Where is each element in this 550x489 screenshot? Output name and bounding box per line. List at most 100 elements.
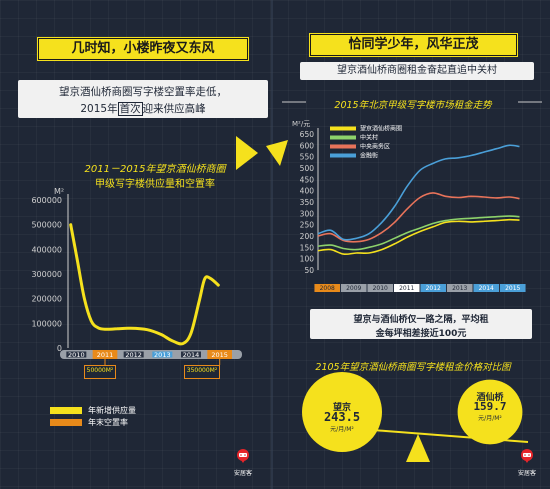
jxq-value: 159.7	[473, 400, 507, 413]
right-y-tick: 300	[300, 209, 315, 218]
right-x-chip	[394, 284, 420, 292]
right-y-tick: 500	[300, 164, 315, 173]
right-y-tick: 50	[304, 266, 314, 275]
rent-legend-swatch	[330, 144, 356, 149]
right-x-chip	[367, 284, 393, 292]
right-x-label: 2013	[452, 285, 467, 292]
supply-series-line	[69, 223, 220, 346]
right-x-label: 2015	[505, 285, 520, 292]
left-headline: 几时知，小楼昨夜又东风	[37, 37, 249, 61]
left-y-tick: 200000	[31, 295, 62, 304]
left-y-tick: 100000	[31, 319, 62, 328]
left-logo-text: 安居客	[233, 470, 252, 477]
annot-right-text: 350000M²	[186, 367, 218, 374]
left-chart-title: 2011－2015年望京酒仙桥商圈	[84, 164, 226, 175]
legend-supply-label: 年新增供应量	[88, 406, 136, 415]
rent-legend-swatch	[330, 135, 356, 140]
left-logo: 安居客	[232, 448, 254, 477]
rent-series-line	[317, 144, 520, 241]
left-intro-box: 望京酒仙桥商圈写字楼空置率走低， 2015年 首次 迎来供应高峰	[18, 80, 268, 118]
location-pin-icon	[521, 449, 533, 463]
left-x-label: 2013	[154, 351, 171, 359]
right-y-tick: 550	[300, 153, 315, 162]
left-intro-line1: 望京酒仙桥商圈写字楼空置率走低，	[59, 86, 227, 98]
seesaw-left-base	[330, 446, 354, 449]
left-y-tick: 300000	[31, 270, 62, 279]
left-y-tick: 0	[57, 344, 62, 353]
legend-supply-swatch	[50, 407, 82, 414]
right-y-tick: 200	[300, 232, 315, 241]
right-y-tick: 600	[300, 141, 315, 150]
right-x-label: 2009	[346, 285, 361, 292]
left-x-chip	[209, 351, 230, 358]
right-y-tick: 100	[300, 255, 315, 264]
right-x-label: 2014	[479, 285, 494, 292]
right-x-label: 2011	[399, 285, 414, 292]
left-y-tick: 400000	[31, 245, 62, 254]
left-x-label: 2014	[183, 351, 200, 359]
right-chart: M²/元 50 100 150 200 250 300 350 400 450 500 550 600 6…	[292, 120, 526, 292]
annot-left-box	[84, 365, 116, 379]
right-intro-text: 望京酒仙桥商圈租金奋起直追中关村	[337, 65, 497, 76]
compare-title: 2105年望京酒仙桥商圈写字楼租金价格对比图	[315, 362, 511, 373]
right-intro-box: 望京酒仙桥商圈租金奋起直追中关村	[300, 62, 534, 80]
right-x-chip	[341, 284, 367, 292]
right-x-label: 2010	[373, 285, 388, 292]
right-bottom-line1: 望京与酒仙桥仅一路之隔，平均租	[353, 315, 489, 325]
rent-series-line	[317, 215, 520, 251]
left-x-label: 2011	[97, 351, 114, 359]
left-x-chip	[152, 351, 173, 358]
right-logo-text: 安居客	[517, 470, 536, 477]
yellow-triangle-right	[236, 136, 258, 170]
right-x-chip	[500, 284, 526, 292]
jxq-unit: 元/月/M²	[478, 415, 502, 422]
right-x-chip	[473, 284, 499, 292]
right-y-unit: M²/元	[292, 120, 310, 128]
wangjing-bubble	[302, 372, 382, 452]
right-y-tick: 450	[300, 175, 315, 184]
left-x-chip	[181, 351, 201, 358]
right-x-label: 2012	[426, 285, 441, 292]
left-x-label: 2015	[211, 351, 228, 359]
left-x-label: 2010	[68, 351, 85, 359]
rent-legend-swatch	[330, 126, 356, 131]
right-y-tick: 350	[300, 198, 315, 207]
legend-vacancy-swatch	[50, 419, 82, 426]
annot-left-text: 50000M²	[86, 367, 114, 374]
right-title-rule	[282, 101, 542, 103]
right-y-tick: 650	[300, 130, 315, 139]
legend-vacancy-label: 年末空置率	[88, 418, 128, 427]
right-x-label: 2008	[320, 285, 335, 292]
seesaw-fulcrum	[406, 434, 430, 462]
left-chart: M²0100000200000300000400000500000600000 …	[31, 187, 242, 365]
left-y-tick: 500000	[31, 221, 62, 230]
rent-legend-label: 金融街	[360, 152, 378, 160]
right-y-tick: 400	[300, 187, 315, 196]
left-x-label: 2012	[125, 351, 142, 359]
compare-chart	[302, 372, 529, 462]
panel-divider	[271, 0, 273, 489]
left-y-unit: M²	[54, 187, 64, 196]
annot-right-box	[184, 365, 220, 379]
wangjing-unit: 元/月/M²	[330, 426, 354, 433]
left-intro-year: 2015年	[80, 103, 118, 115]
left-intro-first: 首次	[117, 102, 143, 116]
rent-series-line	[317, 218, 520, 256]
rent-legend-swatch	[330, 153, 356, 158]
right-y-tick: 250	[300, 221, 315, 230]
location-pin-icon	[237, 449, 249, 463]
left-y-tick: 600000	[31, 196, 62, 205]
rent-legend-label: 中央商务区	[360, 143, 390, 151]
right-y-tick: 150	[300, 243, 315, 252]
rent-legend-label: 中关村	[360, 134, 378, 142]
rent-series-line	[317, 192, 520, 243]
left-chart-subtitle: 甲级写字楼供应量和空置率	[95, 179, 215, 190]
right-bottom-line2: 金每坪相差接近100元	[375, 329, 467, 339]
jxq-name: 酒仙桥	[476, 393, 504, 403]
right-x-chip	[314, 284, 340, 292]
yellow-triangle-left	[266, 140, 288, 166]
right-x-bar	[314, 284, 526, 292]
left-x-chip	[66, 351, 87, 358]
wangjing-value: 243.5	[323, 410, 361, 424]
wangjing-name: 望京	[332, 403, 351, 413]
